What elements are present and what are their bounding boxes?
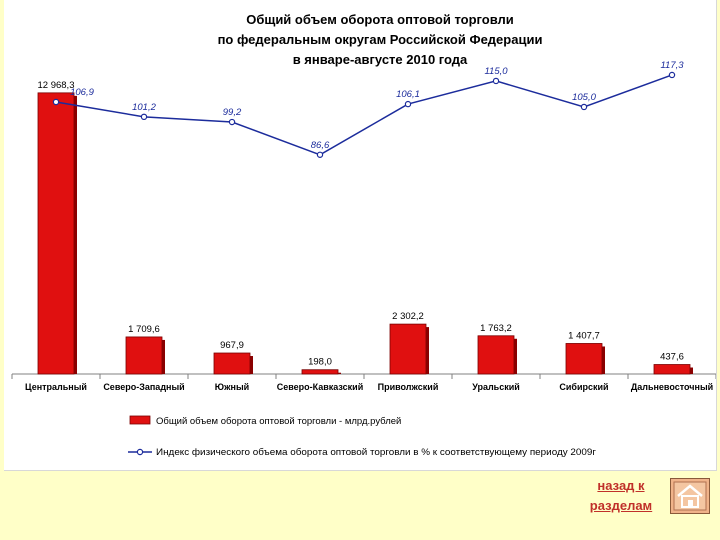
line-point	[404, 100, 412, 108]
wholesale-trade-chart: Общий объем оборота оптовой торговли по ф…	[11, 12, 716, 458]
chart-title: Общий объем оборота оптовой торговли по ф…	[218, 12, 543, 67]
bar-shadow	[602, 346, 605, 374]
line-series	[52, 71, 676, 158]
bar-shadow	[162, 339, 165, 374]
category-label: Уральский	[472, 382, 520, 392]
line-point	[228, 118, 236, 126]
bar-Сибирский	[565, 343, 603, 375]
bar-Южный	[213, 352, 251, 375]
bar-value-label: 967,9	[220, 340, 244, 351]
chart-title-line: по федеральным округам Российской Федера…	[218, 32, 543, 47]
line-value-label: 117,3	[660, 60, 684, 71]
bar-value-label: 1 763,2	[480, 323, 512, 334]
line-value-label: 99,2	[223, 107, 242, 118]
bar-shadow	[690, 367, 693, 374]
bar-shadow	[250, 356, 253, 374]
line-point	[316, 151, 324, 158]
legend-swatch-point	[136, 448, 144, 456]
bar-Северо-Западный	[125, 336, 163, 375]
bar-Уральский	[477, 335, 515, 375]
legend: Общий объем оборота оптовой торговли - м…	[128, 415, 597, 458]
category-label: Приволжский	[378, 382, 439, 392]
line-point	[580, 103, 588, 111]
bar-value-label: 437,6	[660, 352, 684, 363]
chart-title-line: Общий объем оборота оптовой торговли	[246, 12, 514, 27]
category-label: Центральный	[25, 382, 87, 392]
category-label: Дальневосточный	[631, 382, 713, 392]
legend-swatch-bar	[129, 415, 151, 425]
bar-series	[37, 92, 693, 375]
line-value-label: 106,9	[70, 87, 94, 98]
back-link-line1: назад к	[597, 478, 645, 493]
line-value-label: 86,6	[311, 140, 330, 151]
bar-value-label: 2 302,2	[392, 311, 424, 322]
home-icon	[673, 481, 707, 511]
category-label: Сибирский	[559, 382, 608, 392]
line-value-label: 115,0	[484, 66, 508, 77]
back-to-sections-link[interactable]: назад к разделам	[578, 476, 664, 516]
line-value-label: 106,1	[396, 89, 420, 100]
bar-Дальневосточный	[653, 364, 691, 375]
legend-label-line: Индекс физического объема оборота оптово…	[156, 447, 597, 458]
bar-value-label: 12 968,3	[38, 80, 75, 91]
category-label: Южный	[215, 382, 249, 392]
line-point	[492, 77, 500, 85]
legend-label-bar: Общий объем оборота оптовой торговли - м…	[156, 416, 401, 427]
line-value-label: 101,2	[132, 102, 156, 113]
bar-Северо-Кавказский	[301, 369, 339, 375]
bar-shadow	[514, 338, 517, 374]
bar-value-label: 1 407,7	[568, 330, 600, 341]
bar-Центральный	[37, 92, 75, 375]
back-link-line2: разделам	[589, 498, 653, 513]
bar-shadow	[338, 372, 341, 374]
category-label: Северо-Кавказский	[277, 382, 364, 392]
category-label: Северо-Западный	[103, 382, 184, 392]
line-value-label: 105,0	[572, 92, 596, 103]
chart-title-line: в январе-августе 2010 года	[293, 52, 468, 67]
line-point	[52, 98, 60, 106]
line-point	[668, 71, 676, 79]
bar-Приволжский	[389, 323, 427, 375]
bar-value-label: 1 709,6	[128, 324, 160, 335]
home-button[interactable]	[670, 478, 710, 514]
bar-shadow	[74, 95, 77, 375]
bar-shadow	[426, 327, 429, 374]
bar-value-label: 198,0	[308, 357, 332, 368]
chart-frame: Общий объем оборота оптовой торговли по ф…	[4, 0, 717, 471]
line-point	[140, 113, 148, 121]
index-line	[55, 74, 673, 156]
